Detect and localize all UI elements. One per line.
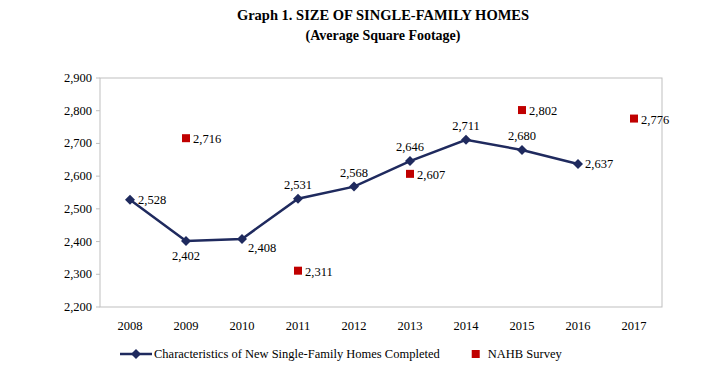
y-tick	[96, 241, 100, 242]
point	[573, 159, 583, 169]
data-label: 2,408	[248, 241, 276, 255]
legend-marker	[472, 350, 480, 358]
data-label: 2,568	[340, 166, 368, 180]
data-label: 2,402	[172, 249, 200, 263]
data-label: 2,637	[585, 157, 613, 171]
chart: Graph 1. SIZE OF SINGLE-FAMILY HOMES (Ave…	[0, 0, 721, 385]
x-tick-label: 2014	[454, 319, 480, 333]
x-tick-label: 2012	[342, 319, 367, 333]
y-tick-label: 2,800	[64, 104, 92, 118]
x-tick-label: 2009	[174, 319, 199, 333]
data-label: 2,646	[396, 140, 424, 154]
y-tick-label: 2,200	[64, 300, 92, 314]
x-tick-label: 2008	[118, 319, 143, 333]
point	[461, 135, 471, 145]
plot-frame	[100, 78, 662, 307]
y-tick	[96, 307, 100, 308]
point	[518, 106, 526, 114]
point	[517, 145, 527, 155]
data-label: 2,528	[138, 193, 166, 207]
y-tick	[96, 176, 100, 177]
subtitle: (Average Square Footage)	[306, 28, 461, 44]
data-label: 2,802	[529, 104, 557, 118]
data-label: 2,607	[417, 168, 445, 182]
data-label: 2,531	[284, 178, 312, 192]
x-tick-label: 2011	[286, 319, 311, 333]
point	[125, 195, 135, 205]
x-tick-label: 2015	[510, 319, 535, 333]
point	[349, 182, 359, 192]
point	[630, 115, 638, 123]
point	[406, 170, 414, 178]
y-tick-label: 2,700	[64, 136, 92, 150]
y-tick-label: 2,300	[64, 267, 92, 281]
data-label: 2,711	[452, 119, 480, 133]
legend-label: NAHB Survey	[488, 347, 563, 361]
point	[405, 156, 415, 166]
point	[237, 234, 247, 244]
x-tick-label: 2013	[398, 319, 423, 333]
y-tick	[96, 274, 100, 275]
x-tick-label: 2010	[230, 319, 255, 333]
y-tick-label: 2,400	[64, 235, 92, 249]
x-tick-label: 2017	[622, 319, 647, 333]
point	[293, 194, 303, 204]
x-tick-label: 2016	[566, 319, 591, 333]
point	[294, 267, 302, 275]
y-tick	[96, 110, 100, 111]
y-tick-label: 2,500	[64, 202, 92, 216]
data-label: 2,311	[305, 265, 333, 279]
data-label: 2,716	[193, 132, 221, 146]
y-tick	[96, 143, 100, 144]
y-tick	[96, 208, 100, 209]
point	[181, 236, 191, 246]
point	[182, 134, 190, 142]
y-tick	[96, 78, 100, 79]
marks	[125, 106, 638, 275]
data-label: 2,776	[641, 113, 669, 127]
title: Graph 1. SIZE OF SINGLE-FAMILY HOMES	[237, 7, 529, 23]
y-tick-label: 2,900	[64, 71, 92, 85]
data-label: 2,680	[508, 129, 536, 143]
line	[130, 140, 578, 241]
y-tick-label: 2,600	[64, 169, 92, 183]
legend-label: Characteristics of New Single-Family Hom…	[154, 347, 440, 361]
legend-marker	[131, 349, 141, 359]
